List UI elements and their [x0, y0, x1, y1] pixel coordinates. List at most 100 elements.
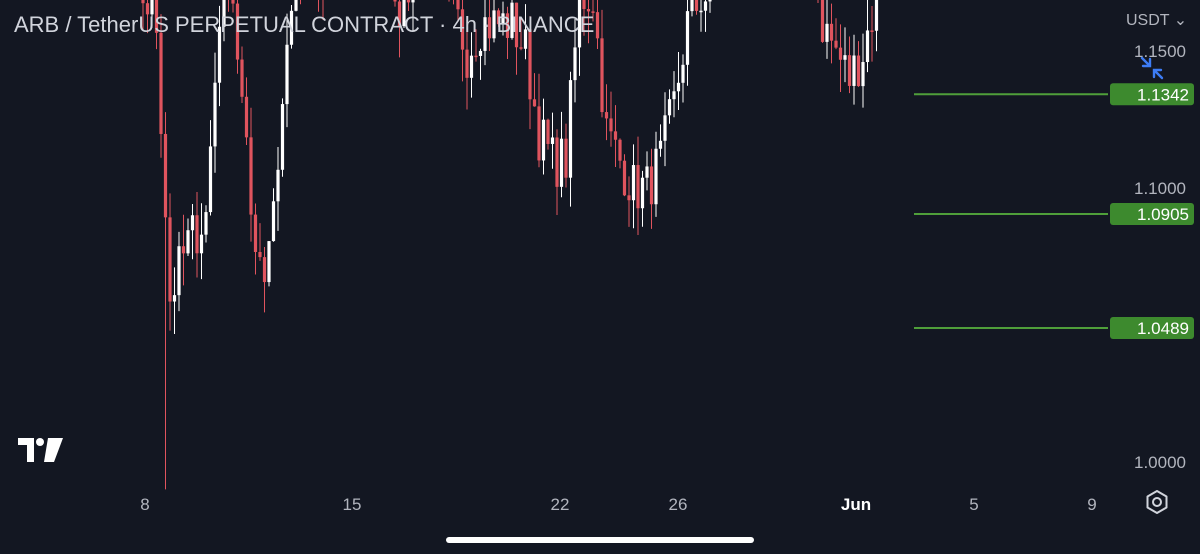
candle [874, 0, 879, 52]
candle [402, 0, 406, 29]
candle [703, 0, 708, 32]
price-tick-label: 1.0000 [1134, 453, 1186, 472]
candle [609, 91, 613, 147]
candle [213, 52, 217, 173]
candle [672, 71, 676, 118]
candle [208, 120, 213, 216]
candle [546, 118, 550, 150]
candle [456, 0, 460, 23]
candle [514, 2, 519, 75]
tradingview-logo-icon[interactable] [18, 438, 64, 462]
candle [322, 0, 324, 21]
candle [249, 107, 253, 242]
candle [694, 0, 699, 15]
candle [186, 218, 190, 256]
candle [145, 0, 150, 34]
candle [856, 41, 861, 87]
svg-text:1.0489: 1.0489 [1137, 319, 1189, 338]
candle [532, 73, 537, 107]
candle [829, 3, 834, 64]
candle [519, 18, 523, 51]
candle [190, 203, 195, 260]
candle [645, 151, 649, 191]
candle [622, 154, 627, 197]
collapse-arrows-icon[interactable] [1138, 54, 1166, 82]
candle [600, 9, 604, 118]
price-tick-label: 1.1000 [1134, 179, 1186, 198]
time-tick-label: 26 [669, 495, 688, 514]
candle [573, 18, 577, 103]
candle [528, 16, 532, 130]
currency-label: USDT [1126, 12, 1170, 29]
candle [411, 0, 415, 32]
home-indicator[interactable] [446, 537, 754, 543]
time-tick-label: 8 [140, 495, 149, 514]
candle [586, 0, 591, 44]
candle [537, 73, 541, 168]
candle [478, 48, 483, 80]
candle [217, 5, 222, 107]
candle [195, 191, 199, 278]
candle [667, 89, 672, 124]
candle [465, 24, 469, 110]
time-tick-label: 15 [343, 495, 362, 514]
candle [699, 0, 703, 32]
candle [838, 24, 843, 93]
candle [523, 4, 528, 60]
candle [843, 27, 847, 83]
candle [505, 6, 510, 59]
candle [613, 105, 618, 167]
currency-selector[interactable]: USDT ⌄ [1126, 10, 1187, 30]
candlestick-series [141, 0, 879, 490]
candle [582, 0, 586, 36]
candle [861, 33, 865, 108]
candle [177, 231, 181, 312]
candle [199, 203, 204, 280]
chevron-down-icon: ⌄ [1173, 12, 1188, 29]
candle [640, 170, 645, 227]
support-price-label: 1.1342 [1110, 83, 1194, 106]
candle [276, 146, 280, 231]
candle [865, 0, 870, 73]
candle [393, 0, 397, 7]
candle [168, 193, 172, 331]
candle [649, 148, 654, 229]
candle [487, 0, 492, 52]
price-tick-label: 1.1500 [1134, 42, 1186, 61]
candle [658, 124, 663, 157]
candle [271, 188, 276, 242]
candle [235, 0, 240, 74]
candle [636, 136, 640, 235]
candle [564, 123, 568, 188]
candle [285, 13, 289, 128]
candle [318, 0, 319, 12]
candle [870, 5, 874, 62]
candle [258, 223, 262, 261]
candle [834, 18, 838, 50]
time-tick-label: 22 [551, 495, 570, 514]
candle [244, 77, 249, 145]
candle [852, 34, 856, 105]
candle [406, 0, 411, 12]
candle [568, 71, 573, 207]
candle [267, 241, 271, 287]
candle [654, 131, 658, 217]
candle [150, 0, 154, 28]
candle [676, 51, 681, 110]
candle [501, 1, 505, 36]
candle [555, 129, 559, 216]
candle [825, 0, 829, 59]
gear-icon[interactable] [1144, 489, 1170, 515]
candle [604, 84, 609, 141]
candle [253, 203, 258, 275]
svg-text:1.1342: 1.1342 [1137, 85, 1189, 104]
candle [627, 176, 631, 227]
candle [159, 14, 163, 158]
candle [289, 5, 294, 49]
candle [469, 32, 474, 98]
time-axis[interactable]: 8 15 22 26 Jun 5 9 [140, 495, 1096, 514]
candle [591, 0, 595, 22]
candle [262, 246, 267, 313]
candle [663, 92, 667, 167]
